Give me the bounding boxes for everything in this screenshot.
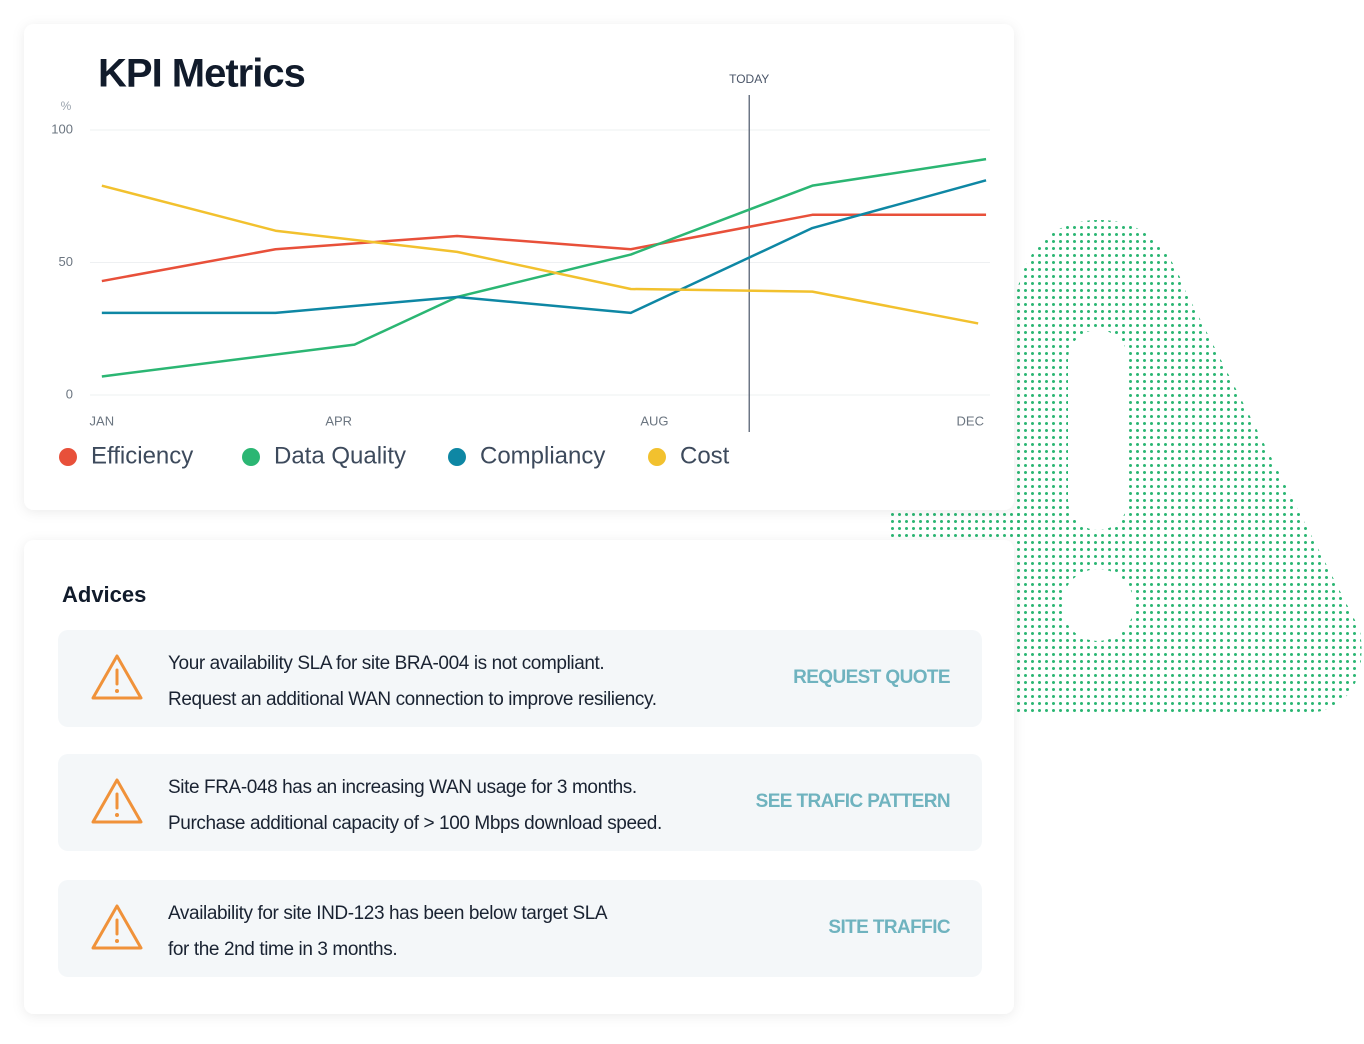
chart: 0 50 100 JAN APR AUG DEC TODAY Efficiency Data Qu…	[51, 72, 990, 469]
advices-title: Advices	[62, 582, 146, 607]
advice-text: Request an additional WAN connection to …	[168, 689, 657, 710]
warning-icon-dot	[115, 689, 119, 693]
legend-label: Efficiency	[91, 442, 193, 469]
advice-action[interactable]: REQUEST QUOTE	[793, 667, 950, 688]
legend-swatch	[448, 448, 466, 466]
x-tick-label: DEC	[957, 413, 984, 428]
y-tick-label: 0	[66, 386, 73, 401]
y-tick-label: 50	[59, 254, 73, 269]
x-tick-label: APR	[325, 413, 352, 428]
advice-action[interactable]: SITE TRAFFIC	[828, 917, 951, 938]
legend-label: Cost	[680, 442, 730, 469]
legend-swatch	[59, 448, 77, 466]
legend-label: Data Quality	[274, 442, 406, 469]
warning-icon	[91, 654, 143, 700]
series-line	[101, 179, 987, 315]
advice-text: Site FRA-048 has an increasing WAN usage…	[168, 777, 637, 798]
advice-text: for the 2nd time in 3 months.	[168, 939, 397, 960]
y-axis-label: %	[61, 99, 72, 113]
legend-swatch	[648, 448, 666, 466]
legend-swatch	[242, 448, 260, 466]
series-line	[101, 213, 987, 283]
advice-text: Purchase additional capacity of > 100 Mb…	[168, 813, 662, 834]
advice-box	[58, 630, 982, 727]
advice-text: Availability for site IND-123 has been b…	[168, 903, 608, 924]
chart-title: KPI Metrics	[98, 52, 305, 96]
decor-warning	[890, 220, 1362, 715]
x-tick-label: AUG	[640, 413, 668, 428]
advice-list: Your availability SLA for site BRA-004 i…	[58, 630, 982, 977]
today-label: TODAY	[729, 72, 769, 86]
warning-icon	[91, 904, 143, 950]
warning-icon	[91, 778, 143, 824]
advice-text: Your availability SLA for site BRA-004 i…	[168, 653, 604, 674]
y-tick-label: 100	[51, 121, 73, 136]
series-line	[101, 184, 979, 325]
chart-card	[24, 24, 1014, 510]
series-line	[101, 157, 987, 378]
warning-icon-dot	[115, 813, 119, 817]
legend-label: Compliancy	[480, 442, 605, 469]
warning-icon-dot	[115, 939, 119, 943]
x-tick-label: JAN	[90, 413, 115, 428]
advice-action[interactable]: SEE TRAFIC PATTERN	[756, 791, 951, 812]
advice-box	[58, 880, 982, 977]
advice-box	[58, 754, 982, 851]
